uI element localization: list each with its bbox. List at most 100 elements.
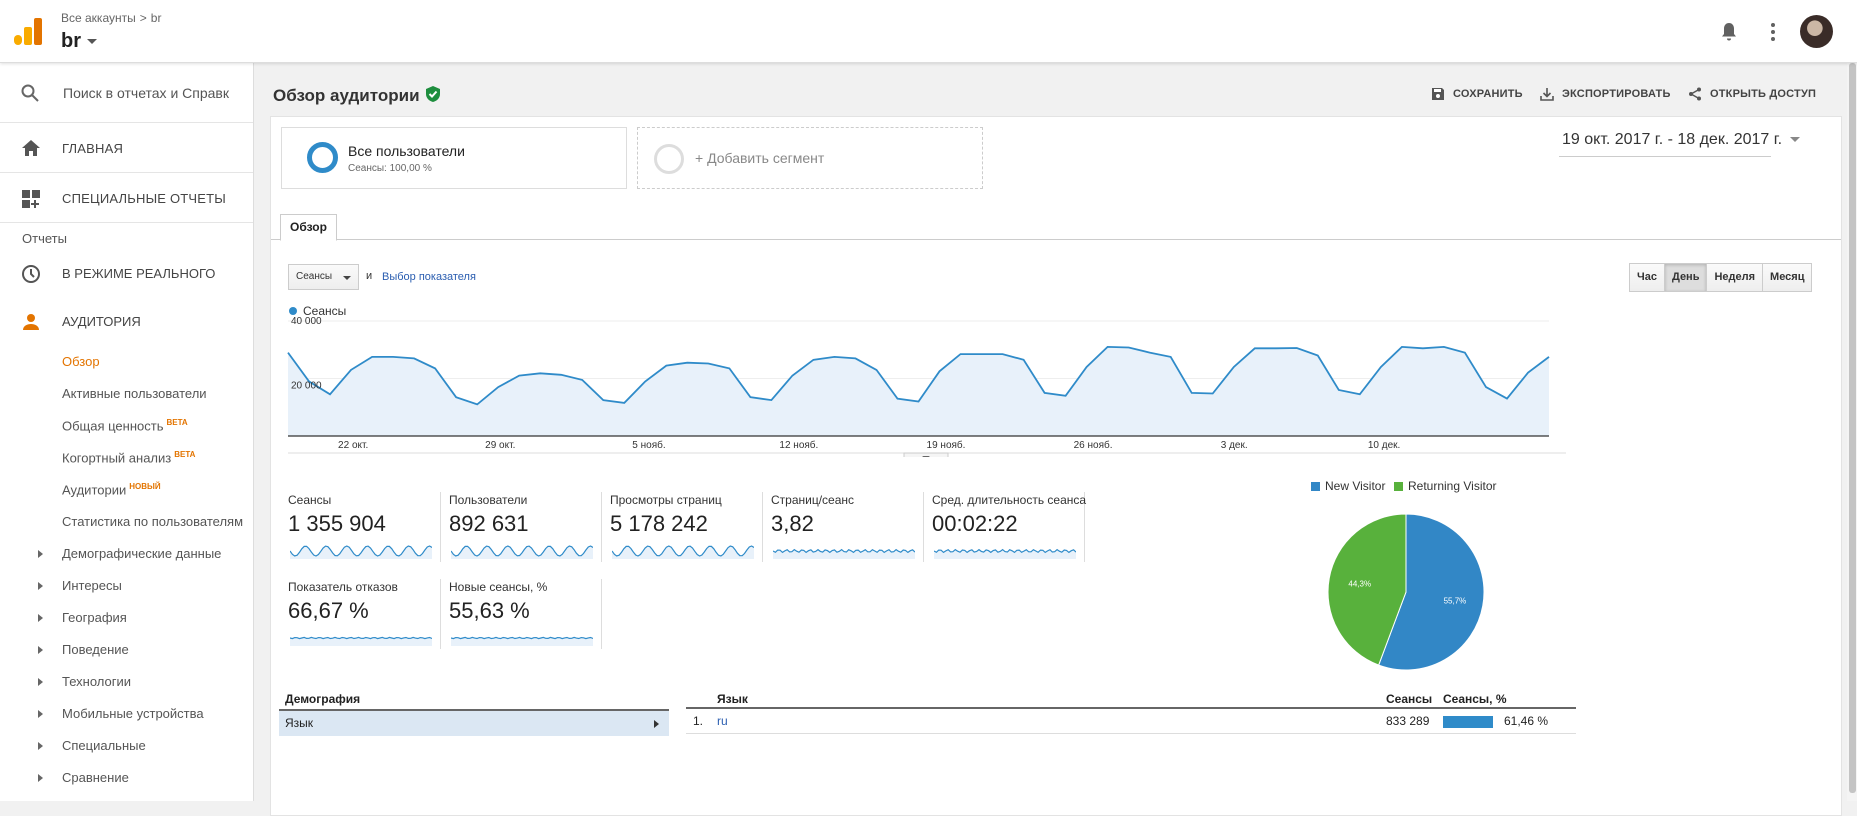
sparkline-line <box>451 545 593 557</box>
pick-metric-link[interactable]: Выбор показателя <box>382 271 476 283</box>
sidebar-item-label: В РЕЖИМЕ РЕАЛЬНОГО <box>62 266 216 281</box>
pie-slice-label: 55,7% <box>1444 597 1467 606</box>
row-pct: 61,46 % <box>1504 714 1549 728</box>
pie-legend-new[interactable]: New Visitor <box>1311 479 1385 493</box>
segment-name: Все пользователи <box>348 143 465 159</box>
pie-legend-returning[interactable]: Returning Visitor <box>1394 479 1497 493</box>
breadcrumb-leaf[interactable]: br <box>150 11 162 25</box>
sidebar-item-label: Активные пользователи <box>62 386 207 401</box>
metric-label: Просмотры страниц <box>610 493 722 507</box>
breadcrumb-root[interactable]: Все аккаунты <box>61 11 136 25</box>
metric-value: 55,63 % <box>449 598 530 623</box>
metric-tile[interactable]: Пользователи 892 631 <box>449 493 609 573</box>
share-icon <box>1689 87 1701 101</box>
date-range-picker[interactable]: 19 окт. 2017 г. - 18 дек. 2017 г. <box>1562 131 1801 149</box>
sidebar-item-mobile[interactable]: Мобильные устройства <box>0 698 253 730</box>
dashboard-grid-icon <box>22 190 40 208</box>
metric-tile[interactable]: Сеансы 1 355 904 <box>288 493 448 573</box>
sidebar-item-behavior[interactable]: Поведение <box>0 634 253 666</box>
sidebar-item-demographics[interactable]: Демографические данные <box>0 538 253 570</box>
metric-select[interactable]: Сеансы <box>288 264 359 290</box>
search-input[interactable]: Поиск в отчетах и Справк <box>63 85 229 101</box>
add-segment-button[interactable]: + Добавить сегмент <box>637 127 983 189</box>
metric-sparkline <box>451 545 593 559</box>
sidebar-item-audience[interactable]: АУДИТОРИЯ <box>0 298 253 346</box>
metric-label: Пользователи <box>449 493 528 507</box>
sidebar-item-label: Когортный анализ <box>62 450 172 466</box>
account-selector[interactable]: br <box>61 30 97 53</box>
metric-label: Страниц/сеанс <box>771 493 855 507</box>
metric-tile[interactable]: Просмотры страниц 5 178 242 <box>610 493 770 573</box>
more-vertical-icon[interactable] <box>1770 22 1776 42</box>
metric-tile[interactable]: Новые сеансы, % 55,63 % <box>449 580 609 660</box>
share-button[interactable]: ОТКРЫТЬ ДОСТУП <box>1688 87 1816 101</box>
metric-tile[interactable]: Страниц/сеанс 3,82 <box>771 493 931 573</box>
legend-swatch <box>1311 482 1320 491</box>
granularity-month[interactable]: Месяц <box>1763 264 1812 291</box>
legend-swatch <box>1394 482 1403 491</box>
sidebar-item-benchmarking[interactable]: Сравнение <box>0 762 253 794</box>
granularity-hour[interactable]: Час <box>1630 264 1665 291</box>
add-segment-label: + Добавить сегмент <box>695 150 825 166</box>
analytics-logo-icon[interactable] <box>14 18 42 45</box>
sidebar-item-user-explorer[interactable]: Статистика по пользователям <box>0 506 253 538</box>
tab-overview[interactable]: Обзор <box>280 214 337 241</box>
sidebar-item-audiences[interactable]: Аудитории НОВЫЙ <box>0 474 253 506</box>
col-sessions-pct: Сеансы, % <box>1443 692 1507 706</box>
scrollbar-thumb[interactable] <box>1849 63 1856 793</box>
x-tick-label: 29 окт. <box>485 440 515 451</box>
sidebar-item-custom[interactable]: Специальные <box>0 730 253 762</box>
metric-tile[interactable]: Сред. длительность сеанса 00:02:22 <box>932 493 1092 573</box>
table-row: 1. ru 833 289 61,46 % <box>686 709 1576 734</box>
sidebar-item-cohort[interactable]: Когортный анализ BETA <box>0 442 253 474</box>
export-button[interactable]: ЭКСПОРТИРОВАТЬ <box>1540 87 1671 101</box>
metric-sparkline <box>773 548 915 559</box>
sidebar-item-home[interactable]: ГЛАВНАЯ <box>0 123 253 173</box>
breadcrumb[interactable]: Все аккаунты > br <box>61 11 161 25</box>
page-scrollbar[interactable] <box>1847 63 1857 801</box>
demography-row-language[interactable]: Язык <box>279 711 669 736</box>
main-content: Обзор аудитории СОХРАНИТЬ ЭКСПОРТИРОВАТЬ… <box>255 63 1857 816</box>
beta-badge: BETA <box>174 450 196 459</box>
pie-slice[interactable] <box>1327 513 1407 666</box>
metric-tile[interactable]: Показатель отказов 66,67 % <box>288 580 448 660</box>
sidebar-item-active-users[interactable]: Активные пользователи <box>0 378 253 410</box>
export-label: ЭКСПОРТИРОВАТЬ <box>1562 88 1671 100</box>
reports-heading: Отчеты <box>0 223 253 250</box>
user-avatar[interactable] <box>1800 15 1833 48</box>
granularity-toggle: Час День Неделя Месяц <box>1629 263 1813 292</box>
sidebar-item-interests[interactable]: Интересы <box>0 570 253 602</box>
sidebar-item-lifetime-value[interactable]: Общая ценность BETA <box>0 410 253 442</box>
sidebar-item-geo[interactable]: География <box>0 602 253 634</box>
x-tick-label: 19 нояб. <box>927 439 966 451</box>
metric-sparkline <box>612 545 754 559</box>
sidebar-item-overview[interactable]: Обзор <box>0 346 253 378</box>
demography-row-label: Язык <box>285 716 314 730</box>
sidebar-item-label: Статистика по пользователям <box>62 514 244 529</box>
sidebar-item-technology[interactable]: Технологии <box>0 666 253 698</box>
chart-resize-handle <box>903 452 949 457</box>
metric-sparkline <box>290 636 432 646</box>
metric-sparkline <box>451 636 593 646</box>
sidebar-item-label: АУДИТОРИЯ <box>62 314 141 329</box>
verified-shield-icon <box>426 86 440 102</box>
metric-divider <box>440 579 441 649</box>
granularity-day[interactable]: День <box>1664 264 1708 291</box>
save-button[interactable]: СОХРАНИТЬ <box>1431 87 1523 101</box>
col-language: Язык <box>717 692 748 706</box>
metric-select-value: Сеансы <box>296 271 333 282</box>
sidebar-search[interactable]: Поиск в отчетах и Справк <box>0 63 253 123</box>
row-sessions: 833 289 <box>1386 714 1430 728</box>
visitor-pie-chart: 55,7% 44,3% <box>1327 513 1485 671</box>
metric-divider <box>1084 492 1085 562</box>
x-tick-label: 5 нояб. <box>632 439 665 451</box>
granularity-week[interactable]: Неделя <box>1707 264 1764 291</box>
sparkline-line <box>773 548 915 554</box>
notifications-bell-icon[interactable] <box>1720 22 1738 42</box>
pie-slice[interactable] <box>1378 513 1485 671</box>
sidebar-item-realtime[interactable]: В РЕЖИМЕ РЕАЛЬНОГО <box>0 250 253 298</box>
row-language-link[interactable]: ru <box>717 714 728 728</box>
sidebar-item-custom-reports[interactable]: СПЕЦИАЛЬНЫЕ ОТЧЕТЫ <box>0 173 253 223</box>
segment-all-users[interactable]: Все пользователи Сеансы: 100,00 % <box>281 127 627 189</box>
and-label: и <box>366 270 373 282</box>
